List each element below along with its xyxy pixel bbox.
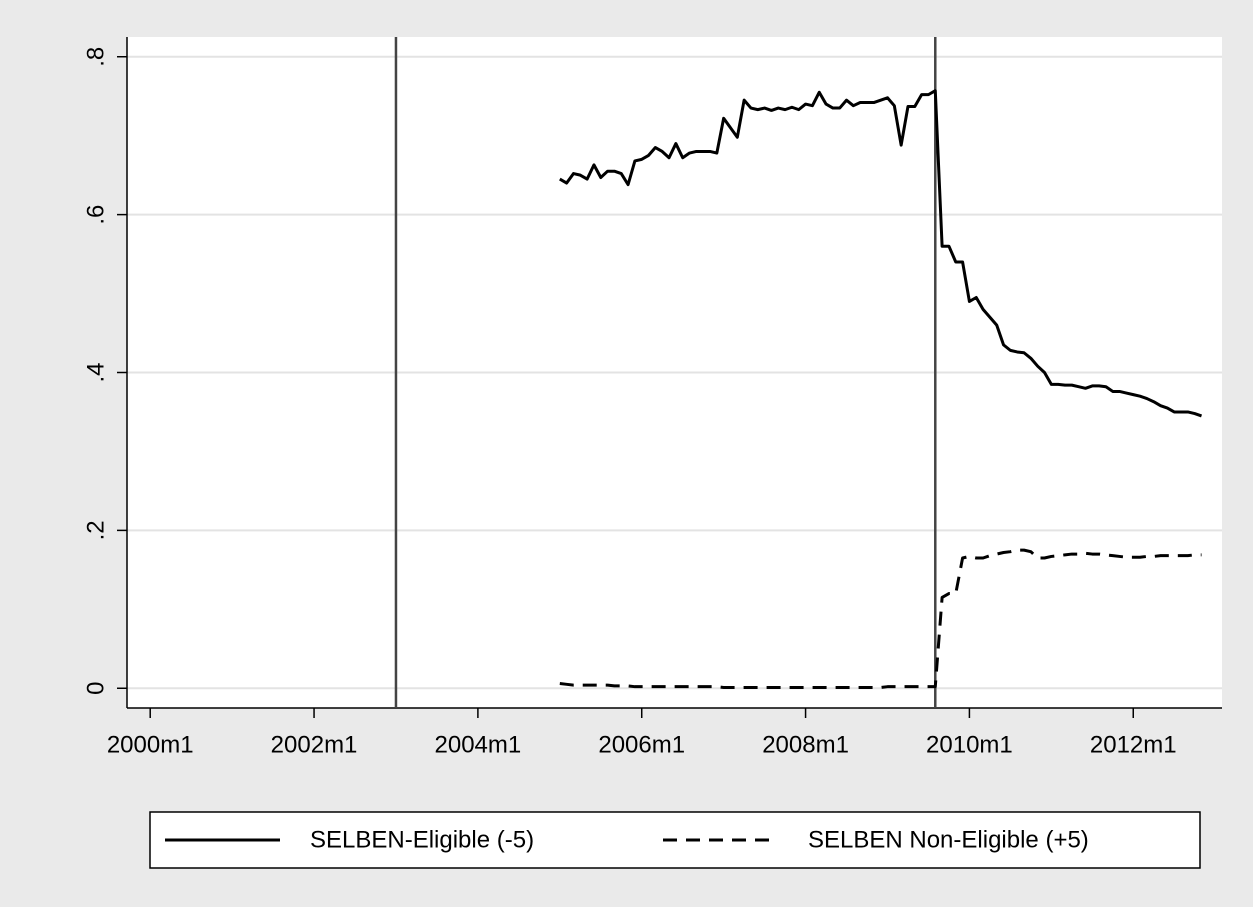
y-tick-label: .6 — [82, 205, 109, 225]
x-tick-label: 2008m1 — [762, 731, 849, 758]
y-tick-label: .4 — [82, 362, 109, 382]
y-tick-label: .2 — [82, 520, 109, 540]
x-tick-label: 2002m1 — [271, 731, 358, 758]
y-tick-label: 0 — [82, 682, 109, 695]
series-line — [559, 89, 1203, 418]
x-tick-label: 2010m1 — [926, 731, 1013, 758]
x-tick-label: 2004m1 — [435, 731, 522, 758]
x-tick-label: 2012m1 — [1090, 731, 1177, 758]
y-tick-label: .8 — [82, 47, 109, 67]
legend-label: SELBEN-Eligible (-5) — [310, 826, 534, 853]
legend-label: SELBEN Non-Eligible (+5) — [808, 826, 1089, 853]
series-line — [559, 548, 1202, 689]
x-tick-label: 2006m1 — [598, 731, 685, 758]
x-tick-label: 2000m1 — [107, 731, 194, 758]
